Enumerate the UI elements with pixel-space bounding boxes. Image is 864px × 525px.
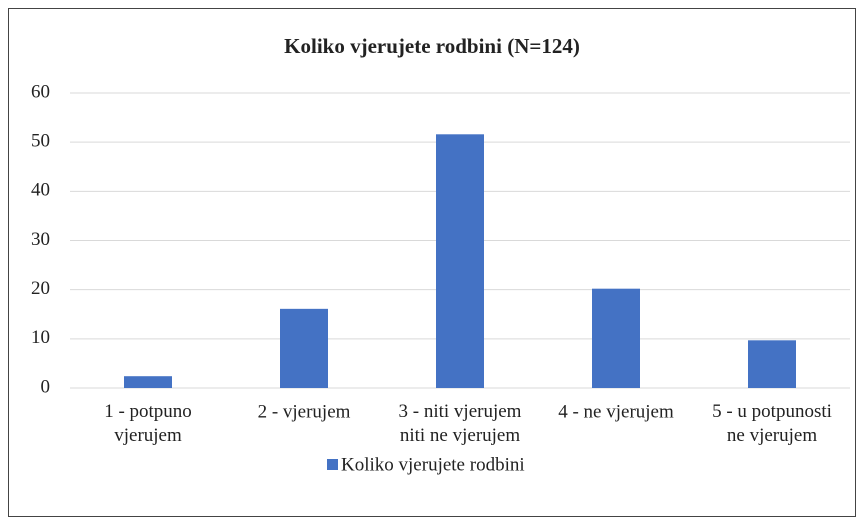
y-tick-label: 10 bbox=[31, 327, 50, 348]
legend-swatch bbox=[327, 459, 338, 470]
y-tick-label: 40 bbox=[31, 180, 50, 201]
y-tick-label: 60 bbox=[31, 81, 50, 102]
y-tick-label: 30 bbox=[31, 229, 50, 250]
y-tick-label: 50 bbox=[31, 131, 50, 152]
x-tick-label: 1 - potpuno vjerujem bbox=[104, 401, 192, 446]
x-tick-label: 5 - u potpunosti ne vjerujem bbox=[712, 401, 832, 446]
y-tick-label: 20 bbox=[31, 278, 50, 299]
chart-title: Koliko vjerujete rodbini (N=124) bbox=[284, 34, 580, 58]
bar bbox=[592, 288, 640, 388]
legend-label: Koliko vjerujete rodbini bbox=[341, 454, 525, 475]
y-tick-label: 0 bbox=[41, 376, 51, 397]
bar bbox=[436, 134, 484, 388]
x-tick-label: 2 - vjerujem bbox=[258, 401, 351, 422]
x-tick-label: 3 - niti vjerujem niti ne vjerujem bbox=[399, 401, 522, 446]
bar bbox=[124, 376, 172, 388]
bar bbox=[280, 308, 328, 388]
x-tick-label: 4 - ne vjerujem bbox=[558, 401, 674, 422]
bar bbox=[748, 340, 796, 388]
